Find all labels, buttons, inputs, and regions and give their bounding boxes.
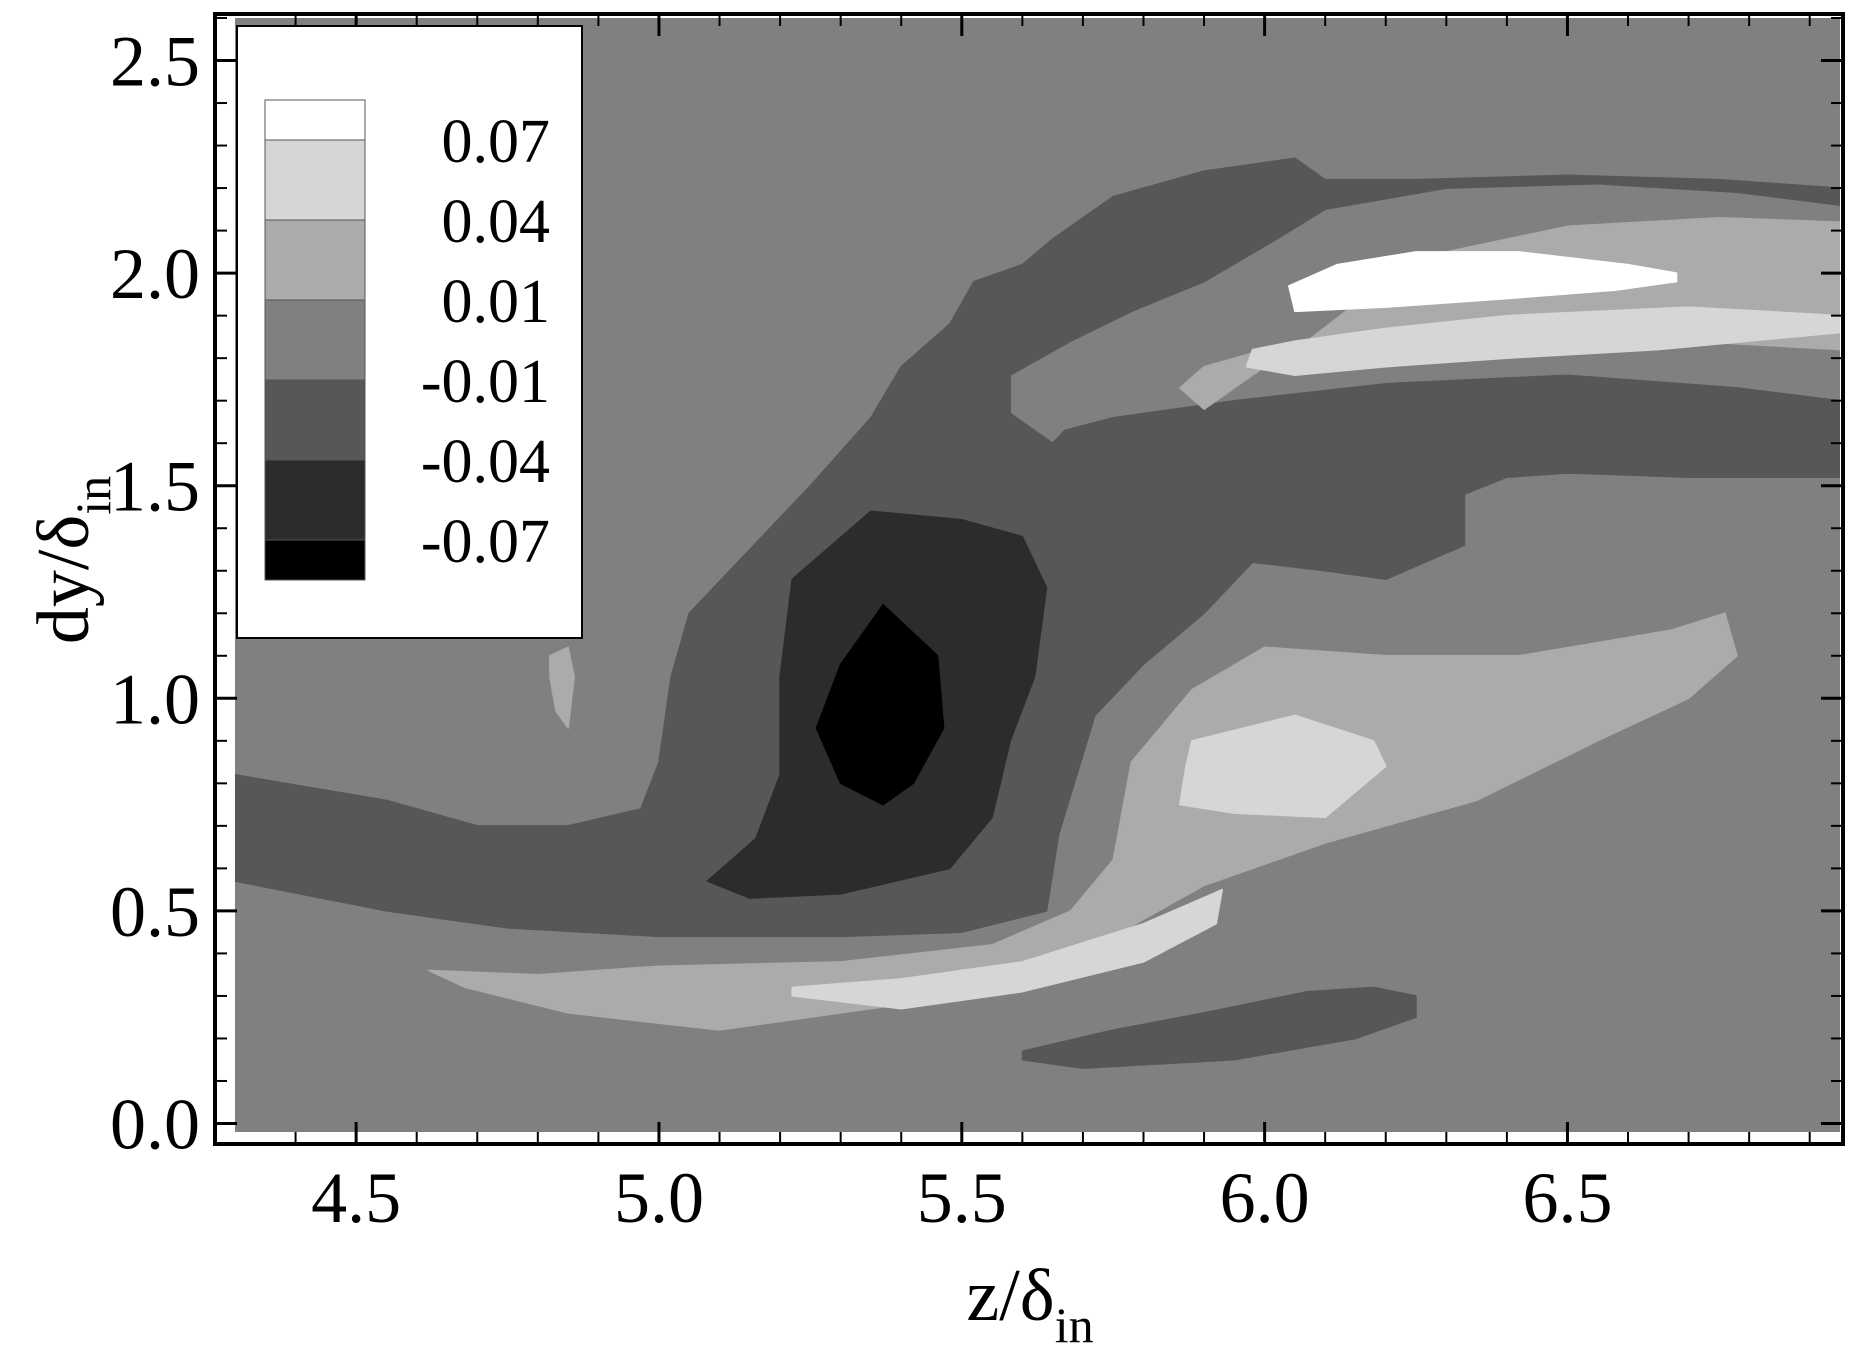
legend-swatch-top (264, 99, 366, 141)
contour-region-mid-blob-lighter (1179, 714, 1387, 819)
y-tick-label: 1.0 (110, 659, 200, 739)
x-axis-label-subscript: in (1055, 1297, 1094, 1353)
legend-label: 0.07 (442, 108, 551, 176)
contour-region-upper-band-lighter (1245, 306, 1840, 376)
legend-swatch (264, 299, 366, 381)
y-axis-label: dy/δin (23, 476, 121, 644)
y-tick-label: 2.5 (110, 22, 200, 102)
legend-swatches (264, 99, 366, 581)
legend: 0.07 0.04 0.01 -0.01 -0.04 -0.07 (236, 25, 583, 639)
x-tick-label: 5.5 (917, 1158, 1007, 1238)
y-tick-label: 0.5 (110, 872, 200, 952)
y-axis-label-main: dy/δ (23, 515, 105, 644)
x-axis-label: z/δin (966, 1255, 1093, 1353)
contour-region-upper-band-dark (235, 157, 1840, 938)
ticks (215, 14, 1843, 1144)
legend-label: 0.01 (442, 268, 551, 336)
y-tick-label: 0.0 (110, 1084, 200, 1164)
axes-frame (213, 12, 1845, 1146)
legend-label: -0.07 (421, 508, 550, 576)
x-tick-label: 4.5 (311, 1158, 401, 1238)
y-tick-label: 1.5 (110, 447, 200, 527)
legend-label: -0.01 (421, 348, 550, 416)
tick-labels: 4.5 5.0 5.5 6.0 6.5 0.0 0.5 1.0 1.5 2.0 2.5 (110, 22, 1612, 1238)
contour-region-core-black (815, 604, 945, 806)
x-tick-label: 5.0 (614, 1158, 704, 1238)
x-axis-label-main: z/δ (966, 1255, 1054, 1337)
x-tick-label: 6.0 (1220, 1158, 1310, 1238)
legend-label: -0.04 (421, 428, 550, 496)
y-axis-label-subscript: in (65, 476, 121, 515)
contour-region-small-light-sliver (549, 646, 575, 729)
legend-label: 0.04 (442, 188, 551, 256)
contour-region-lower-blob-dark (1021, 986, 1417, 1069)
y-tick-label: 2.0 (110, 234, 200, 314)
legend-swatch (264, 219, 366, 301)
contour-region-lower-band-lighter (791, 888, 1223, 1010)
legend-swatch (264, 459, 366, 541)
legend-labels: 0.07 0.04 0.01 -0.01 -0.04 -0.07 (421, 108, 550, 576)
x-tick-label: 6.5 (1522, 1158, 1612, 1238)
legend-swatch (264, 139, 366, 221)
legend-swatch (264, 379, 366, 461)
legend-swatch-bottom (264, 539, 366, 581)
contour-region-upper-band-white (1288, 251, 1678, 313)
contour-regions (235, 157, 1840, 1069)
